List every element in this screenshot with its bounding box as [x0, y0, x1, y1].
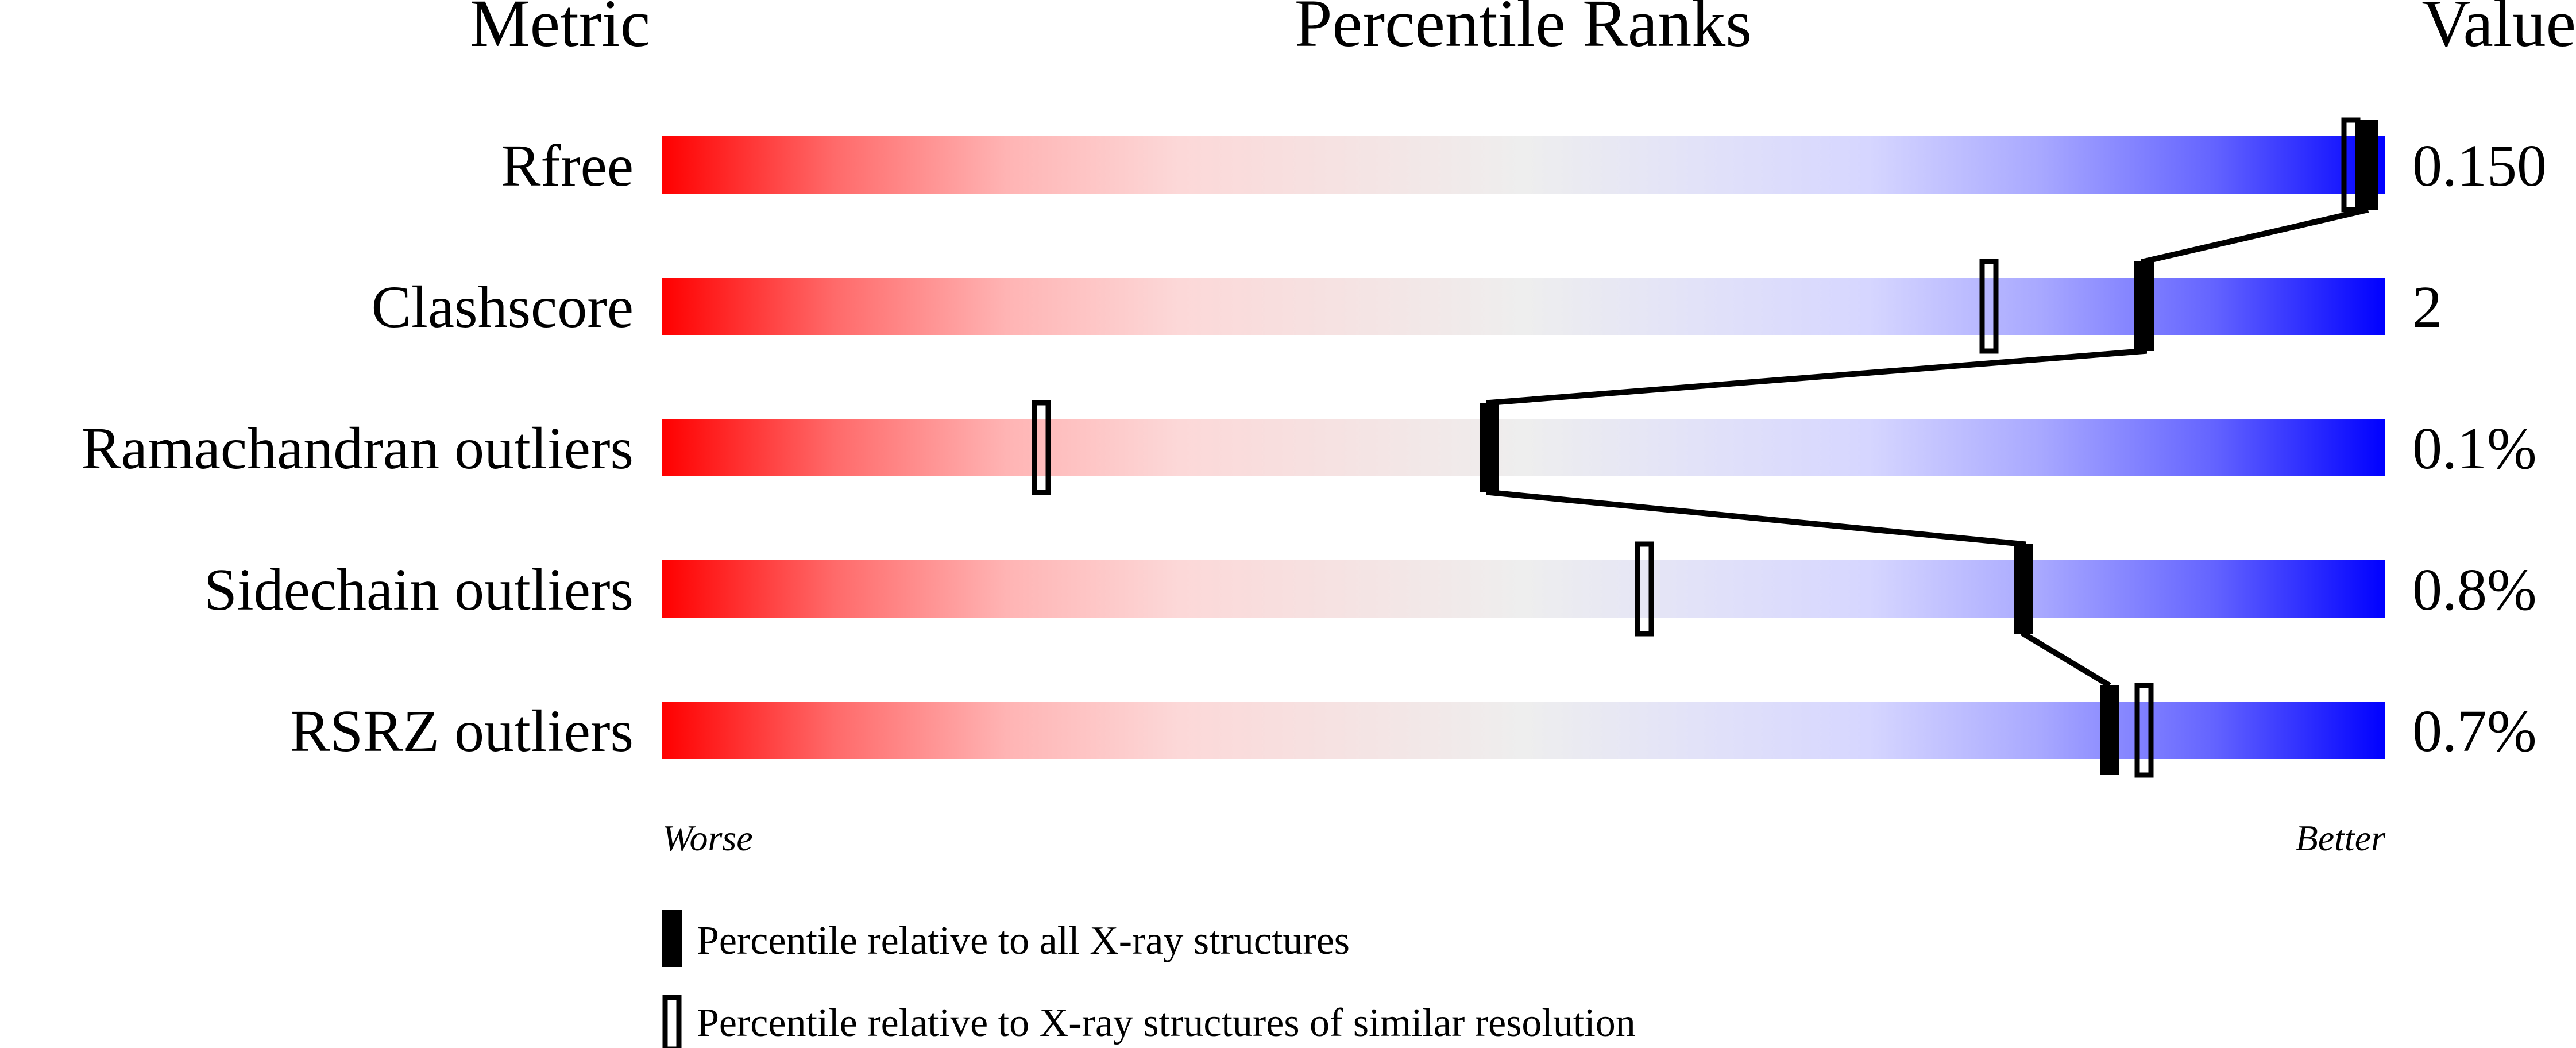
metric-label: Ramachandran outliers: [81, 415, 634, 481]
legend-similar-label: Percentile relative to X-ray structures …: [697, 1001, 1636, 1045]
marker-similar-resolution: [2134, 683, 2154, 778]
marker-all-structures: [2134, 261, 2154, 351]
marker-similar-resolution: [1032, 400, 1051, 495]
metric-value: 0.8%: [2412, 557, 2537, 623]
legend-filled-marker-icon: [662, 910, 682, 967]
header-metric: Metric: [470, 0, 651, 61]
legend-all-label: Percentile relative to all X-ray structu…: [697, 919, 1350, 963]
metric-label: Rfree: [501, 133, 634, 199]
percentile-bar: [662, 702, 2385, 759]
metric-value: 2: [2412, 274, 2442, 340]
metric-label: Sidechain outliers: [204, 557, 634, 623]
metric-value: 0.7%: [2412, 698, 2537, 764]
metric-value: 0.150: [2412, 133, 2547, 199]
metric-label: RSRZ outliers: [290, 698, 634, 764]
legend-open-marker-icon: [662, 995, 682, 1048]
marker-all-structures: [2014, 544, 2033, 634]
axis-better-label: Better: [2296, 818, 2386, 858]
marker-all-structures: [2358, 120, 2378, 210]
percentile-bar: [662, 560, 2385, 618]
percentile-bar: [662, 136, 2385, 194]
header-value: Value: [2421, 0, 2576, 61]
metric-label: Clashscore: [372, 274, 634, 340]
marker-all-structures: [1480, 403, 1499, 492]
marker-similar-resolution: [2341, 117, 2361, 213]
metric-value: 0.1%: [2412, 415, 2537, 481]
marker-all-structures: [2100, 685, 2119, 775]
axis-worse-label: Worse: [662, 818, 753, 858]
percentile-bar: [662, 278, 2385, 335]
header-percentile-ranks: Percentile Ranks: [1295, 0, 1752, 61]
marker-similar-resolution: [1979, 259, 1999, 354]
marker-similar-resolution: [1635, 541, 1654, 637]
percentile-bar: [662, 419, 2385, 476]
